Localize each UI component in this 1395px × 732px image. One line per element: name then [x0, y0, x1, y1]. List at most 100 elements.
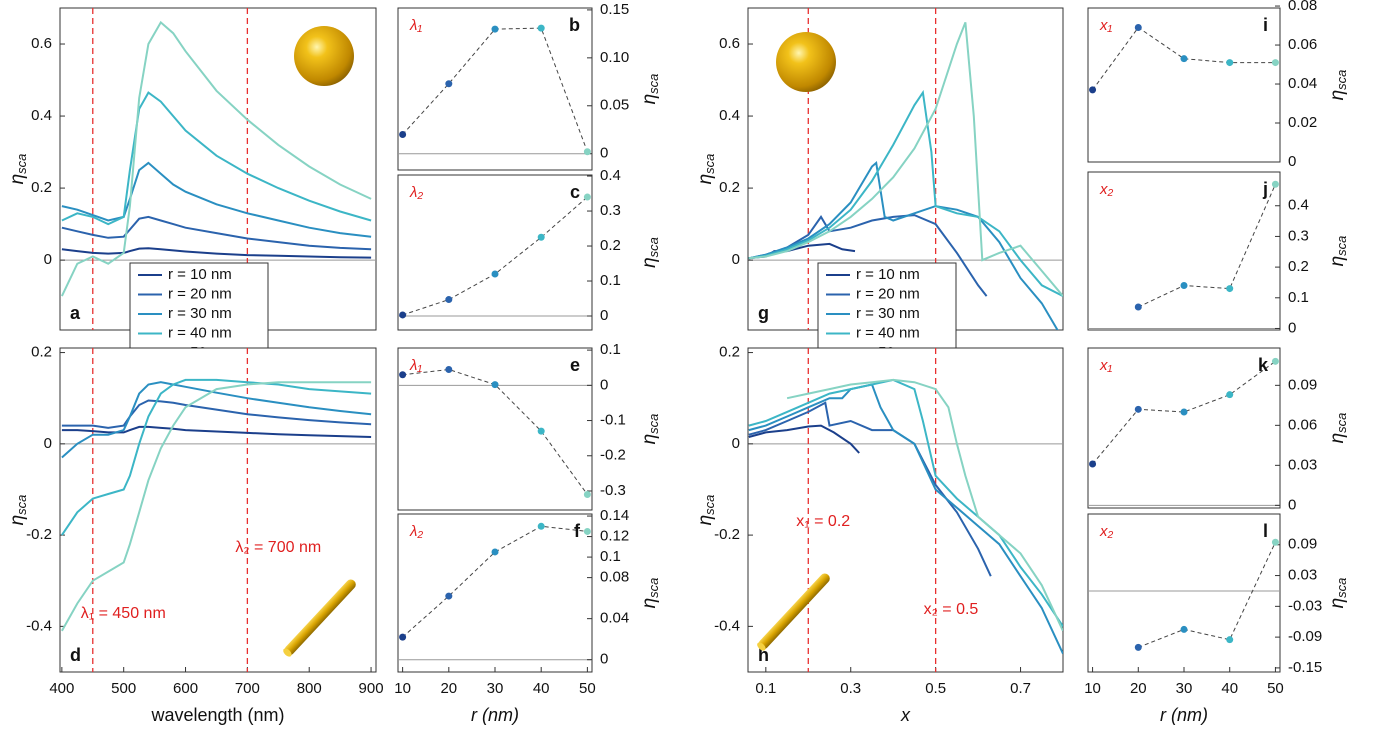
plot-area	[748, 378, 1063, 655]
x-tick-label: 20	[440, 680, 457, 697]
y-tick-label: 0.2	[719, 344, 740, 361]
panel-letter: j	[1262, 179, 1268, 199]
x-tick-label: 0.7	[1010, 680, 1031, 697]
y-axis-label: ηsca	[639, 237, 661, 268]
plot-frame	[59, 347, 377, 673]
y-tick-label: -0.03	[1288, 597, 1322, 614]
plot-area	[402, 368, 588, 495]
legend-label: r = 10 nm	[856, 266, 920, 283]
plot-area	[60, 20, 372, 297]
panel: 0 0.05 0.10 0.15 ηsca b λ₁	[397, 1, 661, 171]
panel-tag: λ₁	[409, 357, 422, 374]
data-point	[1271, 180, 1279, 188]
plot-area	[1092, 26, 1276, 91]
y-tick-label: -0.2	[714, 526, 740, 543]
y-tick-label: -0.3	[600, 482, 626, 499]
y-label-base: η	[1327, 598, 1348, 609]
x-tick-label: 10	[394, 680, 411, 697]
series-line	[402, 368, 588, 495]
y-axis-label: ηsca	[1327, 70, 1349, 101]
annotation: x₁ = 0.2	[796, 513, 850, 530]
data-point	[583, 148, 591, 156]
data-point	[583, 527, 591, 535]
x-axis-label: r (nm)	[471, 705, 519, 725]
y-label-base: η	[695, 515, 716, 526]
sphere-icon	[294, 26, 354, 86]
y-tick-label: 0.06	[1288, 36, 1317, 53]
panel: 0 0.04 0.08 0.1 0.12 0.14 10 20 30 40 50 r (nm) ηsca…	[394, 507, 661, 725]
data-point	[1226, 285, 1234, 293]
plot-area	[748, 22, 1063, 330]
y-tick-label: 0.1	[600, 272, 621, 289]
panel: 0 0.02 0.04 0.06 0.08 ηsca i x₁	[1087, 0, 1349, 170]
y-label-sub: sca	[14, 154, 29, 174]
data-point	[537, 522, 545, 530]
y-label-sub: sca	[1334, 70, 1349, 90]
series-line	[748, 378, 1063, 627]
data-point	[399, 633, 407, 641]
data-point	[1271, 357, 1279, 365]
y-label-sub: sca	[14, 495, 29, 515]
series-line	[748, 383, 1063, 655]
series-line	[61, 247, 372, 259]
data-point	[583, 193, 591, 201]
y-tick-label: 0	[1288, 153, 1296, 170]
y-tick-label: -0.2	[26, 526, 52, 543]
y-tick-label: 0.4	[600, 167, 621, 184]
y-tick-label: -0.15	[1288, 659, 1322, 676]
y-tick-label: 0.2	[31, 344, 52, 361]
data-point	[1089, 86, 1097, 94]
x-tick-label: 30	[487, 680, 504, 697]
data-point	[537, 24, 545, 32]
y-label-sub: sca	[702, 495, 717, 515]
y-tick-label: -0.4	[26, 617, 52, 634]
panel-tag: x₂	[1099, 181, 1114, 198]
y-tick-label: 0.09	[1288, 536, 1317, 553]
y-tick-label: 0.10	[600, 49, 629, 66]
data-point	[491, 25, 499, 33]
panel-letter: e	[570, 355, 580, 375]
panel-tag: x₁	[1099, 17, 1113, 34]
y-tick-label: 0.06	[1288, 416, 1317, 433]
y-axis-label: ηsca	[639, 74, 661, 105]
panel-letter: b	[569, 15, 580, 35]
y-tick-label: 0.6	[719, 35, 740, 52]
y-tick-label: 0.14	[600, 507, 629, 524]
panel-letter: g	[758, 303, 769, 323]
annotation: x₂ = 0.5	[924, 601, 979, 618]
legend-label: r = 40 nm	[856, 324, 920, 341]
plot-frame	[397, 174, 593, 331]
rod-icon	[283, 579, 356, 657]
panel-letter: k	[1258, 355, 1269, 375]
y-label-sub: sca	[1334, 578, 1349, 598]
y-label-sub: sca	[646, 237, 661, 257]
panel-letter: h	[758, 645, 769, 665]
y-tick-label: 0	[44, 251, 52, 268]
x-tick-label: 0.5	[925, 680, 946, 697]
x-axis-label: x	[900, 705, 911, 725]
series-line	[748, 401, 992, 577]
y-tick-label: -0.1	[600, 412, 626, 429]
panel: 0 0.1 0.2 0.3 0.4 ηsca j x₂	[1087, 171, 1349, 336]
panel-tag: λ₂	[409, 184, 423, 201]
y-axis-label: ηsca	[639, 578, 661, 609]
y-tick-label: 0.3	[600, 202, 621, 219]
data-point	[1180, 282, 1188, 290]
series-line	[748, 89, 1063, 297]
x-tick-label: 40	[533, 680, 550, 697]
panel: 0 0.03 0.06 0.09 ηsca k x₁	[1087, 347, 1349, 513]
data-point	[491, 270, 499, 278]
sphere-icon	[776, 32, 836, 92]
data-point	[1226, 391, 1234, 399]
x-tick-label: 30	[1176, 680, 1193, 697]
data-point	[445, 80, 453, 88]
y-tick-label: 0.1	[1288, 289, 1309, 306]
panel: -0.4 -0.2 0 0.2 0.1 0.3 0.5 0.7 x ηsca x₁ = 0.2 x₂ …	[695, 344, 1064, 725]
plot-frame	[1087, 7, 1281, 163]
x-tick-label: 10	[1084, 680, 1101, 697]
y-label-base: η	[7, 515, 28, 526]
x-tick-label: 400	[49, 680, 74, 697]
annotation: λ₂ = 700 nm	[235, 539, 321, 556]
data-point	[1089, 460, 1097, 468]
